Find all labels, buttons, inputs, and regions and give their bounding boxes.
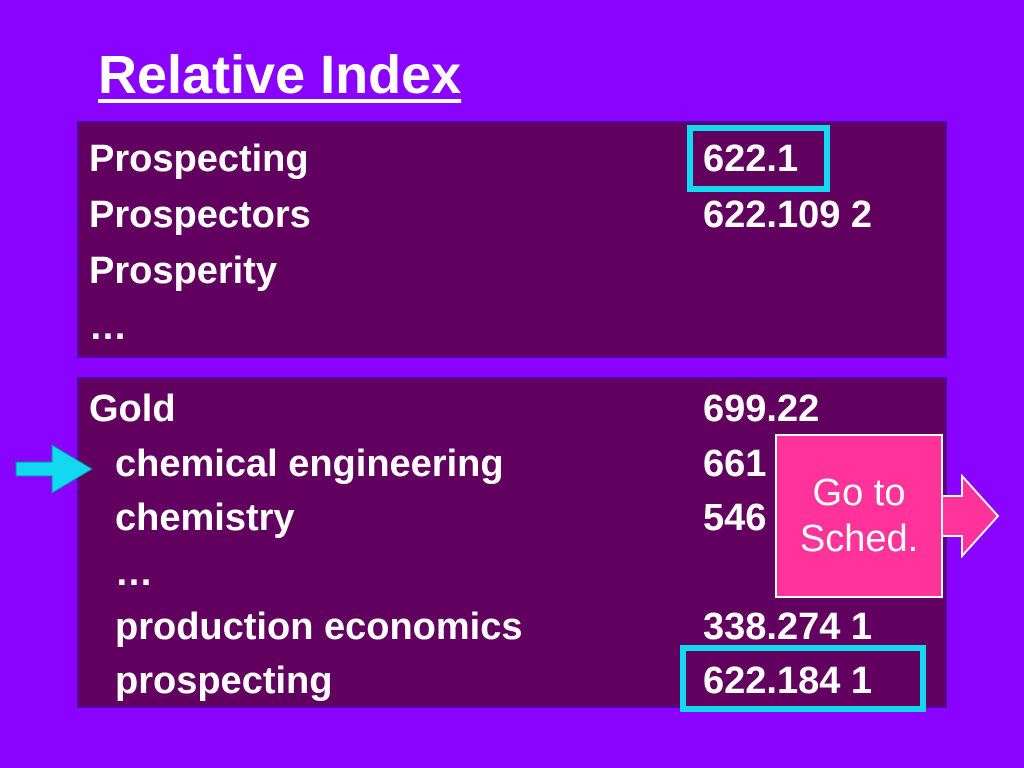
page-title: Relative Index <box>98 45 462 105</box>
index-row: Prosperity <box>89 249 935 293</box>
index-row: … <box>89 551 935 595</box>
go-to-schedule-button[interactable]: Go to Sched. <box>775 434 1000 598</box>
index-subterm: production economics <box>115 606 523 648</box>
index-row: production economics 338.274 1 <box>89 605 935 649</box>
index-panel-prospecting: Prospecting 622.1 Prospectors 622.109 2 … <box>77 121 947 358</box>
index-row: chemistry 546 <box>89 496 935 540</box>
pointer-arrow-icon <box>15 444 93 494</box>
highlight-box-622-1 <box>687 125 830 192</box>
right-arrow-icon <box>938 474 1000 558</box>
index-row: Gold 699.22 <box>89 387 935 431</box>
index-number: 699.22 <box>703 388 820 430</box>
index-subterm: chemistry <box>115 497 295 539</box>
index-subterm: prospecting <box>115 660 333 702</box>
index-row: prospecting 622.184 1 <box>89 659 935 703</box>
index-term: Prosperity <box>89 250 277 292</box>
index-subterm: … <box>115 552 153 594</box>
index-row: chemical engineering 661 <box>89 442 935 486</box>
index-subterm: chemical engineering <box>115 443 504 485</box>
index-number: 546 <box>703 497 767 539</box>
index-number: 622.184 1 <box>703 660 873 702</box>
index-term: Prospectors <box>89 194 311 236</box>
index-number: 622.109 2 <box>703 194 873 236</box>
go-to-line: Go to <box>812 472 906 514</box>
index-number: 622.1 <box>703 138 799 180</box>
index-term: Prospecting <box>89 138 309 180</box>
sched-line: Sched. <box>799 518 919 560</box>
highlight-box-622-184-1 <box>680 645 926 712</box>
index-row: Prospectors 622.109 2 <box>89 193 935 237</box>
index-number: 338.274 1 <box>703 606 873 648</box>
index-term: Gold <box>89 388 176 430</box>
index-row: Prospecting 622.1 <box>89 137 935 181</box>
index-number: 661 <box>703 443 767 485</box>
go-to-schedule-label: Go to Sched. <box>775 434 943 598</box>
index-term: … <box>89 306 127 348</box>
index-row: … <box>89 305 935 349</box>
